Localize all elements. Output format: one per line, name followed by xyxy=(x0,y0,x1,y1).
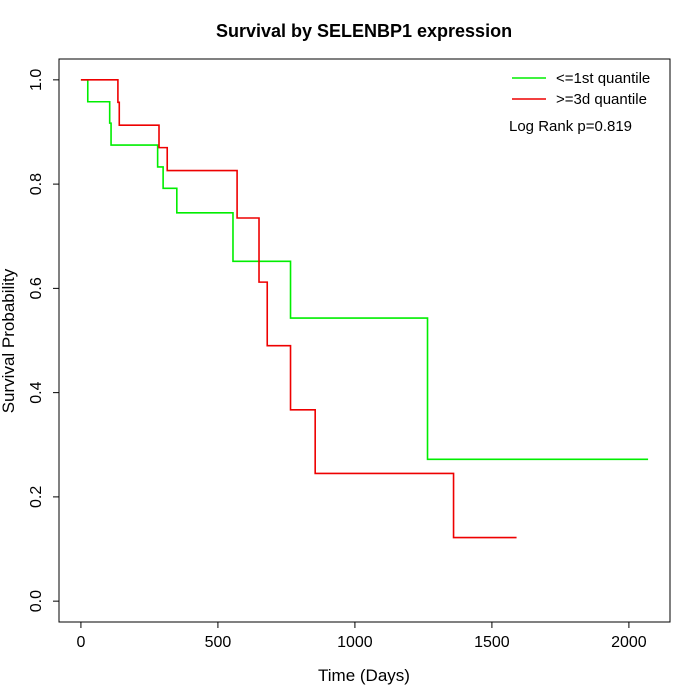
y-axis-label: Survival Probability xyxy=(0,268,18,413)
y-tick-label: 0.2 xyxy=(28,486,45,508)
x-tick-label: 2000 xyxy=(611,634,647,651)
legend-label-low: <=1st quantile xyxy=(556,70,650,87)
x-tick-label: 0 xyxy=(76,634,85,651)
legend: <=1st quantile >=3d quantile Log Rank p=… xyxy=(509,70,650,135)
logrank-annotation: Log Rank p=0.819 xyxy=(509,118,632,135)
chart-title: Survival by SELENBP1 expression xyxy=(216,21,512,41)
curve-low-quantile xyxy=(80,79,649,461)
y-axis: 0.0 0.2 0.4 0.6 0.8 1.0 xyxy=(28,69,59,612)
series-layer xyxy=(80,79,649,539)
curve-high-quantile xyxy=(80,79,517,539)
y-tick-label: 0.4 xyxy=(28,381,45,403)
x-axis-label: Time (Days) xyxy=(318,666,410,685)
y-tick-label: 1.0 xyxy=(28,69,45,91)
legend-label-high: >=3d quantile xyxy=(556,91,647,108)
y-tick-label: 0.6 xyxy=(28,277,45,299)
x-tick-label: 1000 xyxy=(337,634,373,651)
x-tick-label: 1500 xyxy=(474,634,510,651)
y-tick-label: 0.0 xyxy=(28,590,45,612)
x-axis: 0 500 1000 1500 2000 xyxy=(76,622,647,651)
x-tick-label: 500 xyxy=(205,634,232,651)
y-tick-label: 0.8 xyxy=(28,173,45,195)
plot-frame xyxy=(58,58,671,623)
